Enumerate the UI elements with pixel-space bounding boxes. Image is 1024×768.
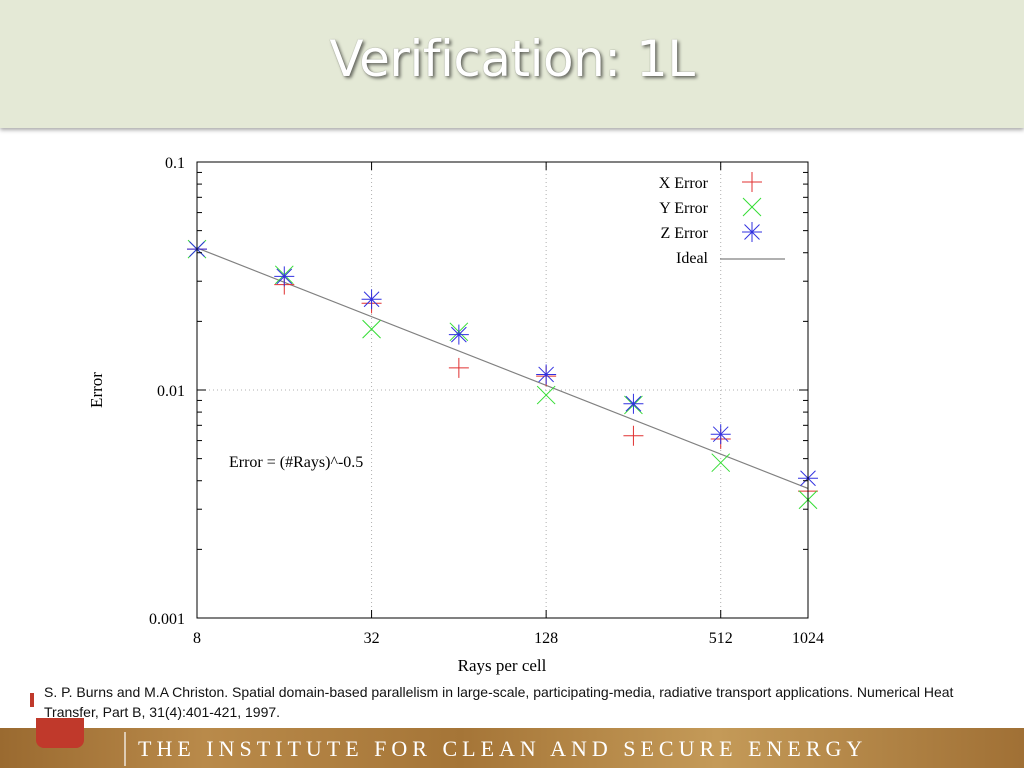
- footer-divider: [124, 732, 126, 766]
- footer-band: [0, 728, 1024, 768]
- y-error-point: [362, 319, 381, 339]
- legend-label: Y Error: [659, 200, 708, 217]
- x-error-point: [448, 357, 469, 378]
- legend-label: X Error: [659, 175, 709, 192]
- y-axis-label: Error: [87, 372, 106, 408]
- ideal-line: [196, 247, 809, 490]
- legend-label: Z Error: [660, 225, 708, 242]
- z-error-point: [361, 289, 382, 310]
- x-tick-label: 1024: [792, 630, 824, 647]
- plot-frame: [196, 161, 809, 619]
- legend-label: Ideal: [676, 250, 709, 267]
- x-tick-label: 8: [193, 630, 201, 647]
- chart-legend: X Error Y Error Z Error Ideal: [659, 172, 785, 267]
- university-logo-icon: [36, 718, 84, 748]
- citation: S. P. Burns and M.A Christon. Spatial do…: [44, 684, 954, 720]
- slide-title: Verification: 1L: [329, 30, 695, 88]
- legend-marker: [742, 197, 762, 217]
- x-axis-label: Rays per cell: [458, 656, 547, 675]
- z-error-point: [274, 266, 295, 287]
- logo-mark: [30, 693, 34, 707]
- x-tick-label: 128: [534, 630, 558, 647]
- z-error-point: [710, 424, 731, 445]
- axis-ticks: [196, 161, 809, 619]
- footer-text: THE INSTITUTE FOR CLEAN AND SECURE ENERG…: [138, 736, 868, 761]
- z-error-point: [623, 393, 644, 414]
- legend-marker: [742, 172, 762, 192]
- z-error-point: [448, 324, 469, 345]
- y-error-point: [536, 385, 556, 405]
- tick-labels: 8 32 128 512 1024 0.001 0.01 0.1: [149, 155, 824, 647]
- y-tick-label: 0.001: [149, 611, 185, 628]
- y-tick-label: 0.1: [165, 155, 185, 172]
- x-tick-label: 512: [709, 630, 733, 647]
- y-tick-label: 0.01: [157, 383, 185, 400]
- chart-marks: [187, 239, 818, 510]
- ideal-line-group: [196, 247, 809, 490]
- chart-annotation: Error = (#Rays)^-0.5: [229, 454, 363, 471]
- z-error-point: [536, 364, 557, 385]
- legend-marker: [742, 222, 762, 242]
- y-error-point: [711, 453, 731, 473]
- x-tick-label: 32: [364, 630, 380, 647]
- x-error-point: [623, 425, 644, 446]
- chart-grid: [197, 162, 808, 618]
- title-band: [0, 0, 1024, 128]
